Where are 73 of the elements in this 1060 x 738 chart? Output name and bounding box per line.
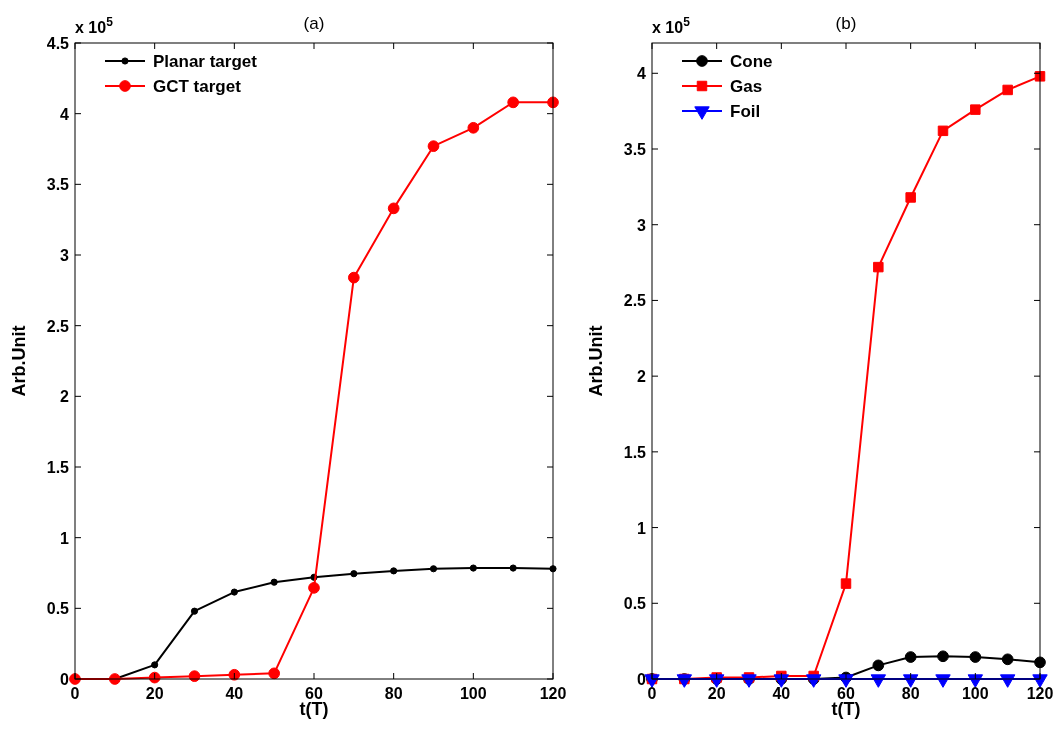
x-tick-label: 80 (384, 685, 403, 702)
point (905, 192, 916, 203)
y-tick-label: 1 (60, 529, 70, 547)
x-tick-label: 20 (145, 685, 164, 702)
y-tick-label: 0 (637, 671, 647, 688)
y-tick-label: 4 (637, 65, 647, 83)
x-tick-label: 100 (459, 685, 487, 702)
point (390, 567, 398, 575)
chart-title: (a) (303, 14, 325, 33)
y-tick-label: 0 (60, 671, 70, 688)
legend-label: Cone (730, 52, 773, 71)
y-axis-title: Arb.Unit (586, 325, 606, 397)
point (429, 565, 438, 573)
point (507, 96, 520, 109)
point (347, 271, 360, 284)
y-tick-label: 0.5 (46, 600, 70, 618)
point (872, 659, 885, 672)
chart-title: (b) (835, 14, 857, 33)
text: x 10$^{5}$ (75, 15, 114, 36)
y-tick-label: 3.5 (623, 141, 647, 158)
y-tick-label: 2 (637, 368, 647, 386)
point (190, 607, 199, 615)
y-tick-label: 4 (60, 105, 70, 123)
point (387, 202, 400, 215)
x-tick-label: 60 (305, 685, 323, 702)
point (1002, 84, 1013, 96)
point (469, 564, 477, 572)
x-tick-label: 40 (772, 685, 791, 702)
y-tick-label: 2.5 (623, 292, 647, 310)
point (427, 140, 440, 153)
text: x 10$^{5}$ (652, 15, 691, 36)
x-axis-title: t(T) (831, 699, 861, 719)
point (840, 578, 852, 589)
y-axis-title: Arb.Unit (9, 325, 29, 397)
point (350, 570, 358, 578)
x-tick-label: 20 (707, 685, 726, 702)
legend-label: GCT target (153, 77, 242, 96)
point (937, 650, 949, 663)
y-tick-label: 3.5 (46, 176, 70, 194)
point (509, 564, 517, 572)
x-tick-label: 120 (539, 685, 567, 702)
point (935, 674, 951, 688)
y-tick-label: 1.5 (623, 443, 647, 461)
point (1001, 653, 1014, 666)
x-tick-label: 120 (1026, 685, 1054, 702)
point (268, 667, 281, 680)
x-tick-label: 80 (901, 685, 920, 702)
point (873, 261, 884, 273)
y-tick-label: 4.5 (46, 35, 70, 52)
point (970, 104, 981, 115)
y-tick-label: 1.5 (46, 459, 70, 476)
point (1032, 674, 1048, 688)
y-tick-label: 3 (637, 216, 647, 234)
y-tick-label: 0.5 (623, 595, 647, 613)
point (230, 588, 238, 596)
legend-label: Foil (730, 102, 761, 121)
point (270, 578, 278, 586)
point (151, 661, 159, 669)
point (467, 121, 480, 134)
legend-label: Planar target (153, 52, 258, 71)
x-tick-label: 100 (961, 685, 989, 702)
point (904, 651, 917, 663)
y-tick-label: 2.5 (46, 317, 70, 335)
x-tick-label: 60 (837, 685, 855, 702)
y-tick-label: 2 (60, 388, 70, 406)
x-tick-label: 40 (225, 685, 244, 702)
legend-label: Gas (730, 77, 763, 96)
y-tick-label: 1 (637, 519, 647, 537)
point (969, 651, 982, 663)
point (937, 125, 949, 137)
point (308, 582, 320, 594)
x-axis-title: t(T) (299, 699, 329, 719)
y-tick-label: 3 (60, 247, 70, 264)
